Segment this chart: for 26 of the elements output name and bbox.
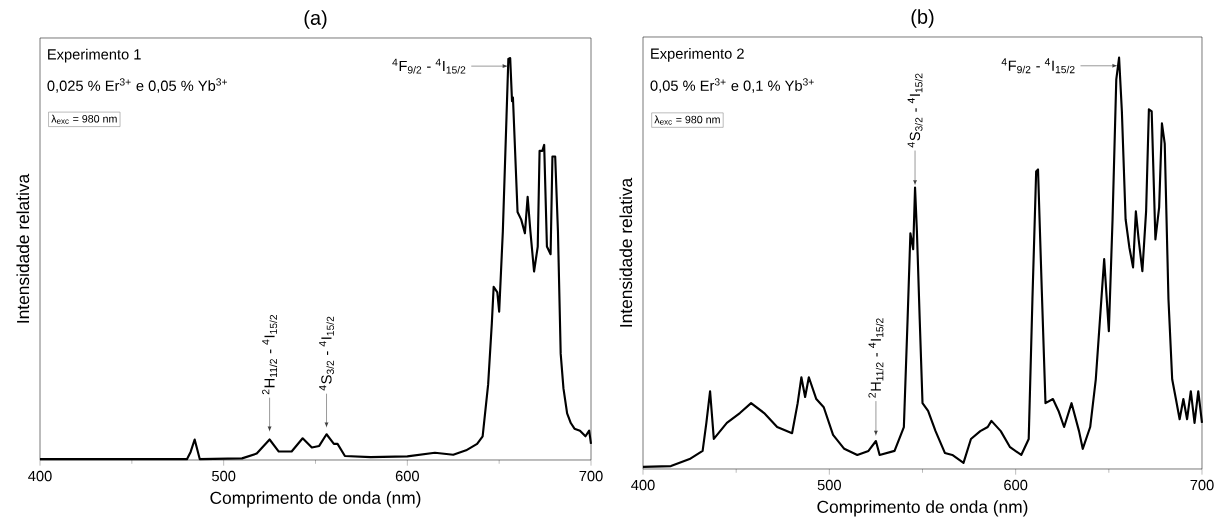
x-tick-label: 700 (579, 470, 603, 482)
annotation: Experimento 2 (651, 48, 744, 62)
chart-title: (b) (911, 9, 934, 28)
x-tick-label: 500 (817, 479, 841, 491)
annotation: 0,05 % Er$^{3+}$ e 0,1 % Yb$^{3+}$ (650, 78, 814, 93)
annotation: $^{2}$H$_{11/2}$ - $^{4}$I$_{15/2}$ (262, 314, 278, 395)
annotation: $^{4}$S$_{3/2}$ - $^{4}$I$_{15/2}$ (319, 316, 334, 391)
x-axis-title: Comprimento de onda (nm) (817, 500, 1028, 517)
x-axis-title: Comprimento de onda (nm) (210, 491, 421, 508)
x-tick-label: 500 (212, 470, 236, 482)
annotation: $^{4}$F$_{9/2}$ - $^{4}$I$_{15/2}$ (392, 58, 466, 74)
chart-title: (a) (304, 10, 327, 29)
annotation: 0,025 % Er$^{3+}$ e 0,05 % Yb$^{3+}$ (47, 78, 228, 93)
y-axis-title: Intensidade relativa (16, 173, 30, 323)
annotation: $^{2}$H$_{11/2}$ - $^{4}$I$_{15/2}$ (868, 318, 884, 398)
x-tick-label: 400 (631, 479, 655, 491)
x-tick-label: 600 (1004, 479, 1028, 491)
x-tick-label: 400 (28, 470, 52, 482)
y-axis-title: Intensidade relativa (619, 177, 633, 327)
x-tick-label: 700 (1190, 479, 1214, 491)
annotation: $^{4}$F$_{9/2}$ - $^{4}$I$_{15/2}$ (1001, 58, 1075, 74)
annotation: $^{4}$S$_{3/2}$ - $^{4}$I$_{15/2}$ (907, 73, 923, 148)
annotation: Experimento 1 (48, 48, 141, 63)
annotation: λ$_{exc}$ = 980 nm (654, 115, 720, 125)
x-tick-label: 600 (395, 470, 419, 482)
annotation: λ$_{exc}$ = 980 nm (51, 114, 117, 124)
